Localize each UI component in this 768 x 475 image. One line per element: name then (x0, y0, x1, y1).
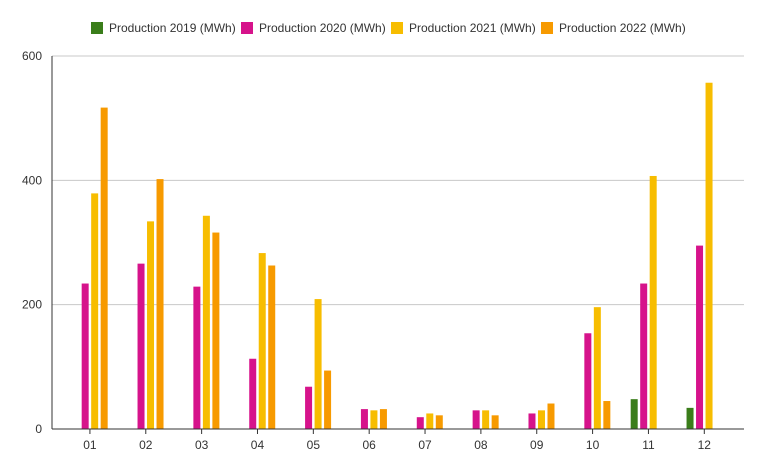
bar-1-08[interactable] (472, 410, 480, 429)
bar-3-10[interactable] (603, 401, 611, 429)
bar-3-06[interactable] (379, 409, 387, 429)
bar-2-01[interactable] (91, 193, 99, 429)
bar-1-01[interactable] (81, 283, 89, 429)
bar-3-05[interactable] (324, 370, 332, 429)
bar-1-10[interactable] (584, 333, 592, 429)
legend-swatch (91, 22, 103, 34)
bar-1-12[interactable] (696, 245, 704, 429)
y-tick-label: 400 (22, 173, 42, 187)
x-tick-label: 09 (530, 438, 544, 452)
x-axis: 01 02 03 04 05 06 07 08 09 10 11 12 (52, 428, 744, 452)
bar-2-04[interactable] (258, 253, 266, 429)
y-tick-label: 0 (35, 422, 42, 436)
bar-1-09[interactable] (528, 413, 536, 429)
y-tick-label: 200 (22, 298, 42, 312)
y-tick-label: 600 (22, 49, 42, 63)
legend-swatch (391, 22, 403, 34)
bar-1-07[interactable] (416, 417, 424, 429)
x-tick-label: 11 (642, 438, 655, 452)
bar-3-08[interactable] (491, 415, 499, 429)
legend-swatch (541, 22, 553, 34)
bar-2-07[interactable] (426, 413, 434, 429)
bar-series-group (81, 82, 713, 430)
legend-label[interactable]: Production 2021 (MWh) (409, 21, 536, 35)
bar-2-06[interactable] (370, 410, 378, 429)
x-tick-label: 01 (83, 438, 97, 452)
legend-label[interactable]: Production 2019 (MWh) (109, 21, 236, 35)
x-tick-label: 06 (363, 438, 377, 452)
bar-2-11[interactable] (649, 175, 657, 429)
bar-3-04[interactable] (268, 265, 276, 429)
bar-0-12[interactable] (686, 407, 694, 429)
x-tick-label: 07 (418, 438, 432, 452)
y-gridlines (52, 55, 744, 306)
chart-legend: Production 2019 (MWh) Production 2020 (MW… (91, 21, 686, 35)
y-axis: 0 200 400 600 (22, 49, 53, 436)
bar-2-03[interactable] (202, 215, 210, 429)
bar-0-11[interactable] (630, 399, 638, 429)
x-tick-label: 05 (307, 438, 321, 452)
bar-1-11[interactable] (640, 283, 648, 429)
bar-2-08[interactable] (482, 410, 490, 429)
bar-3-01[interactable] (100, 107, 108, 430)
bar-3-09[interactable] (547, 403, 555, 429)
bar-3-07[interactable] (435, 415, 443, 429)
bar-1-05[interactable] (305, 386, 313, 429)
x-tick-label: 10 (586, 438, 600, 452)
bar-2-02[interactable] (147, 221, 155, 429)
bar-2-12[interactable] (705, 82, 713, 430)
legend-label[interactable]: Production 2022 (MWh) (559, 21, 686, 35)
legend-swatch (241, 22, 253, 34)
bar-3-03[interactable] (212, 232, 220, 429)
bar-3-02[interactable] (156, 179, 164, 429)
bar-2-05[interactable] (314, 299, 322, 429)
bar-2-09[interactable] (537, 410, 545, 429)
x-tick-label: 08 (474, 438, 488, 452)
bar-1-06[interactable] (360, 409, 368, 429)
x-tick-label: 02 (139, 438, 153, 452)
bar-1-03[interactable] (193, 286, 201, 429)
bar-1-04[interactable] (249, 358, 257, 429)
legend-label[interactable]: Production 2020 (MWh) (259, 21, 386, 35)
bar-1-02[interactable] (137, 263, 145, 429)
bar-2-10[interactable] (593, 307, 601, 429)
x-tick-label: 03 (195, 438, 209, 452)
x-tick-label: 12 (698, 438, 712, 452)
x-tick-label: 04 (251, 438, 265, 452)
